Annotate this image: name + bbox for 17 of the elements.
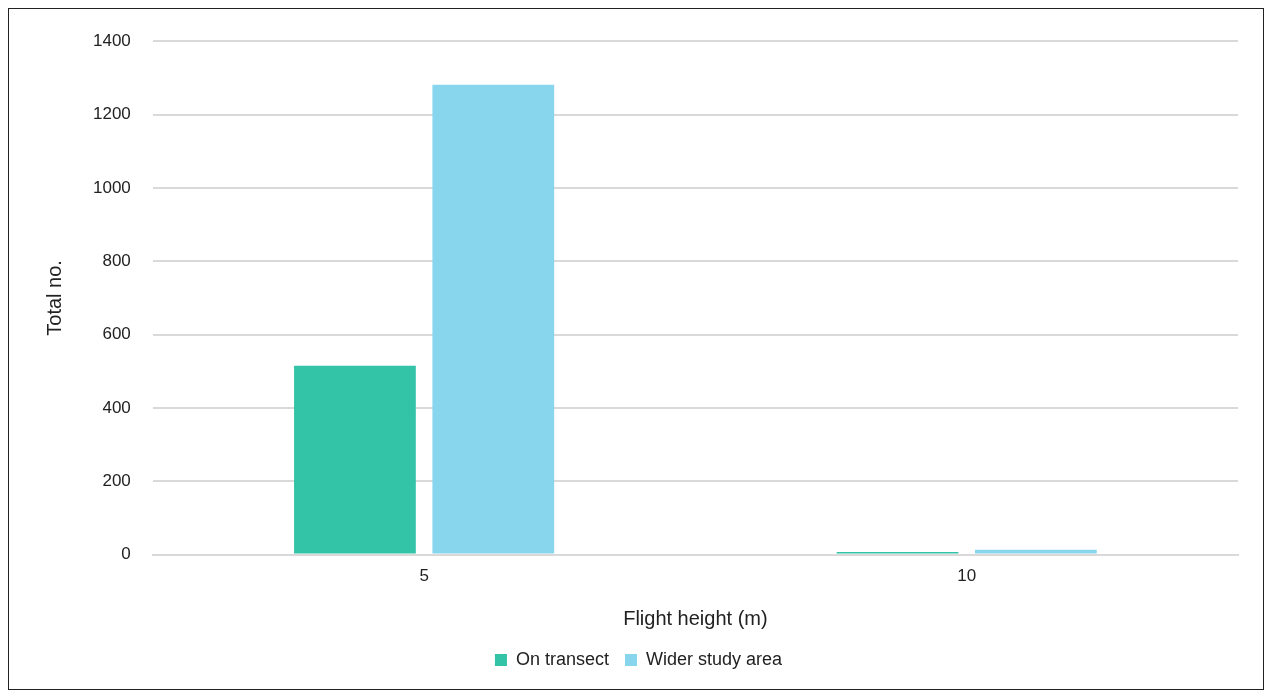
bar	[294, 365, 416, 554]
legend-label: Wider study area	[645, 648, 784, 669]
legend-label: On transect	[515, 648, 609, 669]
y-tick-label: 800	[102, 250, 131, 270]
y-tick-label: 600	[102, 324, 131, 344]
y-tick-label: 1400	[92, 30, 131, 50]
y-tick-label: 1200	[92, 104, 131, 124]
y-tick-label: 0	[121, 544, 131, 564]
x-axis-title: Flight height (m)	[623, 606, 768, 629]
bar	[432, 84, 555, 554]
x-tick-label: 10	[957, 566, 977, 586]
y-tick-label: 400	[102, 397, 131, 417]
y-tick-label: 1000	[92, 177, 131, 197]
x-tick-label: 5	[419, 566, 429, 586]
y-axis-title: Total no.	[42, 260, 65, 336]
y-tick-label: 200	[102, 470, 131, 490]
bar	[975, 549, 1097, 554]
